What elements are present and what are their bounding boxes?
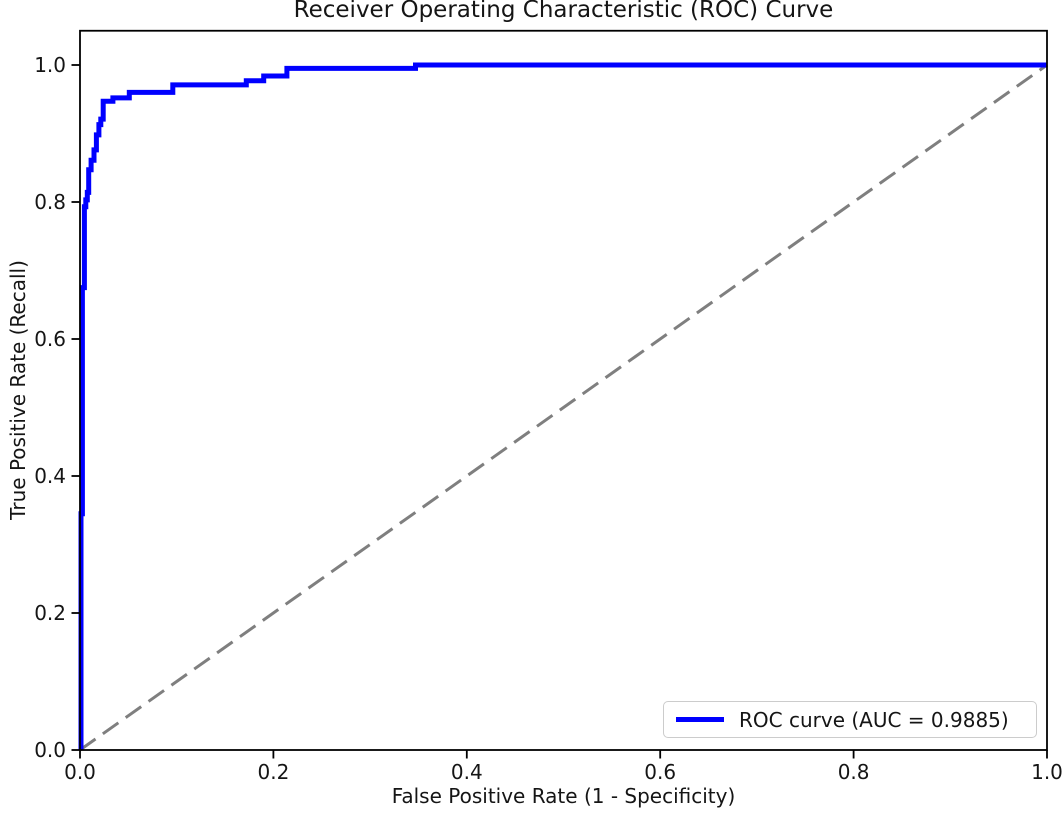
y-tick-label: 0.2 (34, 601, 66, 625)
chance-diagonal-line (79, 63, 1048, 752)
chart-title: Receiver Operating Characteristic (ROC) … (293, 0, 834, 23)
x-tick-label: 0.4 (451, 760, 483, 784)
y-tick-label: 0.0 (34, 738, 66, 762)
plot-frame (79, 29, 1048, 751)
x-tick-label: 0.8 (838, 760, 870, 784)
plot-area: 0.0 0.2 0.4 0.6 0.8 1.0 0.0 0.2 0.4 0.6 0.8 1.0 (34, 29, 1063, 784)
x-tick-label: 0.0 (64, 760, 96, 784)
y-tick-label: 0.6 (34, 327, 66, 351)
roc-curve-line (78, 62, 1047, 750)
x-tick-label: 0.6 (644, 760, 676, 784)
legend-label: ROC curve (AUC = 0.9885) (739, 707, 1009, 732)
y-axis-label: True Positive Rate (Recall) (6, 260, 30, 520)
legend: ROC curve (AUC = 0.9885) (663, 701, 1037, 738)
x-axis-label: False Positive Rate (1 - Specificity) (391, 784, 736, 808)
y-tick-label: 1.0 (34, 53, 66, 77)
y-tick-label: 0.8 (34, 190, 66, 214)
x-tick-label: 0.2 (257, 760, 289, 784)
y-tick-label: 0.4 (34, 464, 66, 488)
x-tick-label: 1.0 (1031, 760, 1063, 784)
legend-line-sample (676, 717, 724, 722)
